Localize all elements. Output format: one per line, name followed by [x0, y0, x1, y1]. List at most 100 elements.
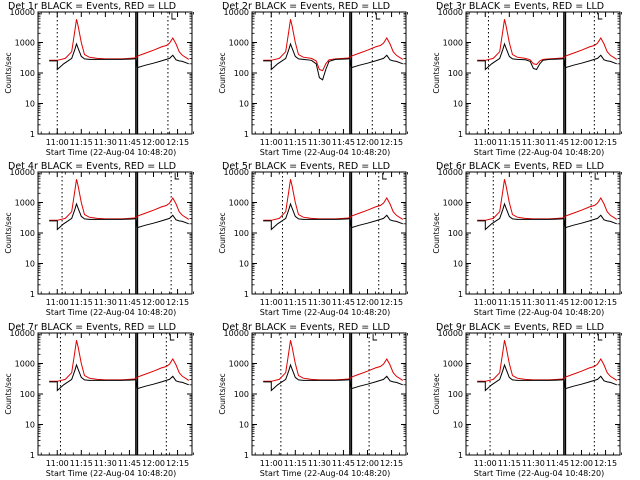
y-tick-label: 10 [239, 260, 249, 269]
y-axis-label: Counts/sec [218, 52, 227, 93]
lld-series-line [477, 340, 618, 382]
x-tick-label: 12:00 [570, 459, 593, 468]
lld-series-line [49, 340, 190, 382]
panel-title: Det 2r BLACK = Events, RED = LLD [222, 1, 390, 12]
x-tick-label: 12:00 [570, 138, 593, 147]
x-tick-label: 11:15 [70, 138, 93, 147]
x-axis-label: Start Time (22-Aug-04 10:48:20) [260, 469, 391, 478]
y-tick-label: 10 [25, 421, 35, 430]
bracket-marker [594, 173, 600, 180]
y-tick-label: 10000 [10, 329, 35, 338]
x-tick-label: 11:00 [474, 298, 497, 307]
panel-det-2: Det 2r BLACK = Events, RED = LLD 1 10 100 10… [218, 1, 409, 157]
events-series-line [263, 363, 403, 392]
lld-series-line [263, 19, 404, 72]
y-tick-label: 10000 [438, 168, 463, 177]
lld-series-line [263, 340, 404, 382]
plot-frame [37, 11, 193, 135]
x-tick-label: 11:30 [94, 459, 117, 468]
panel-det-3: Det 3r BLACK = Events, RED = LLD 1 10 100 10… [432, 1, 623, 157]
panel-title: Det 8r BLACK = Events, RED = LLD [222, 322, 390, 333]
y-tick-label: 1 [458, 130, 463, 139]
bracket-marker [375, 13, 381, 20]
y-axis-label: Counts/sec [432, 52, 441, 93]
x-tick-label: 12:15 [166, 459, 189, 468]
events-series-line [263, 42, 403, 81]
x-tick-label: 11:30 [94, 298, 117, 307]
panel-det-8: Det 8r BLACK = Events, RED = LLD 1 10 100 10… [218, 322, 409, 478]
x-tick-label: 11:15 [70, 459, 93, 468]
bracket-marker [174, 173, 180, 180]
x-axis-label: Start Time (22-Aug-04 10:48:20) [46, 469, 177, 478]
x-tick-label: 11:15 [70, 298, 93, 307]
x-tick-label: 11:00 [474, 138, 497, 147]
bracket-marker [597, 334, 603, 341]
bracket-marker [372, 334, 378, 341]
lld-series-line [49, 19, 190, 61]
bracket-marker [597, 13, 603, 20]
y-axis-label: Counts/sec [218, 212, 227, 253]
x-axis-label: Start Time (22-Aug-04 10:48:20) [46, 308, 177, 317]
x-tick-label: 11:30 [94, 138, 117, 147]
bracket-marker [382, 173, 387, 180]
y-tick-label: 1 [30, 130, 35, 139]
x-tick-label: 12:00 [356, 459, 379, 468]
y-tick-label: 1000 [15, 360, 35, 369]
lld-series-line [477, 19, 618, 66]
y-tick-label: 10 [453, 100, 463, 109]
panel-title: Det 7r BLACK = Events, RED = LLD [8, 322, 176, 333]
y-tick-label: 100 [234, 69, 249, 78]
panel-det-1: Det 1r BLACK = Events, RED = LLD 1 10 100 10… [4, 1, 195, 157]
y-axis-label: Counts/sec [4, 373, 13, 414]
events-series-line [263, 202, 403, 231]
plot-frame [465, 11, 621, 135]
y-tick-label: 100 [20, 69, 35, 78]
x-tick-label: 12:15 [594, 138, 617, 147]
y-tick-label: 10000 [10, 8, 35, 17]
y-axis-label: Counts/sec [432, 373, 441, 414]
y-tick-label: 1 [458, 451, 463, 460]
plot-frame [37, 171, 193, 295]
x-tick-label: 11:00 [260, 138, 283, 147]
x-tick-label: 12:00 [570, 298, 593, 307]
x-axis-label: Start Time (22-Aug-04 10:48:20) [474, 469, 605, 478]
events-series-line [477, 363, 617, 392]
y-tick-label: 100 [448, 229, 463, 238]
panel-det-5: Det 5r BLACK = Events, RED = LLD 1 10 100 10… [218, 161, 409, 317]
y-axis-label: Counts/sec [218, 373, 227, 414]
y-tick-label: 10000 [224, 168, 249, 177]
y-tick-label: 10 [453, 260, 463, 269]
x-tick-label: 11:15 [498, 138, 521, 147]
x-tick-label: 11:00 [474, 459, 497, 468]
panel-title: Det 3r BLACK = Events, RED = LLD [436, 1, 604, 12]
x-tick-label: 11:30 [308, 459, 331, 468]
panel-title: Det 4r BLACK = Events, RED = LLD [8, 161, 176, 172]
events-series-line [477, 202, 617, 231]
x-tick-label: 11:30 [522, 459, 545, 468]
lld-series-line [263, 179, 404, 221]
x-tick-label: 11:00 [46, 138, 69, 147]
x-tick-label: 11:00 [260, 459, 283, 468]
plot-frame [37, 332, 193, 456]
x-axis-label: Start Time (22-Aug-04 10:48:20) [474, 148, 605, 157]
x-tick-label: 12:00 [356, 138, 379, 147]
y-tick-label: 1000 [443, 199, 463, 208]
y-tick-label: 1 [244, 130, 249, 139]
y-tick-label: 100 [20, 390, 35, 399]
y-tick-label: 100 [448, 390, 463, 399]
y-tick-label: 1 [244, 451, 249, 460]
x-tick-label: 11:15 [498, 298, 521, 307]
y-tick-label: 1000 [229, 360, 249, 369]
y-tick-label: 1 [30, 451, 35, 460]
bracket-marker [169, 334, 175, 341]
y-tick-label: 10000 [438, 329, 463, 338]
x-tick-label: 12:00 [142, 298, 165, 307]
y-axis-label: Counts/sec [4, 52, 13, 93]
panel-title: Det 5r BLACK = Events, RED = LLD [222, 161, 390, 172]
y-tick-label: 10 [25, 260, 35, 269]
x-tick-label: 11:45 [546, 138, 569, 147]
x-tick-label: 11:45 [332, 138, 355, 147]
x-axis-label: Start Time (22-Aug-04 10:48:20) [260, 308, 391, 317]
panel-title: Det 1r BLACK = Events, RED = LLD [8, 1, 176, 12]
events-series-line [49, 42, 189, 71]
